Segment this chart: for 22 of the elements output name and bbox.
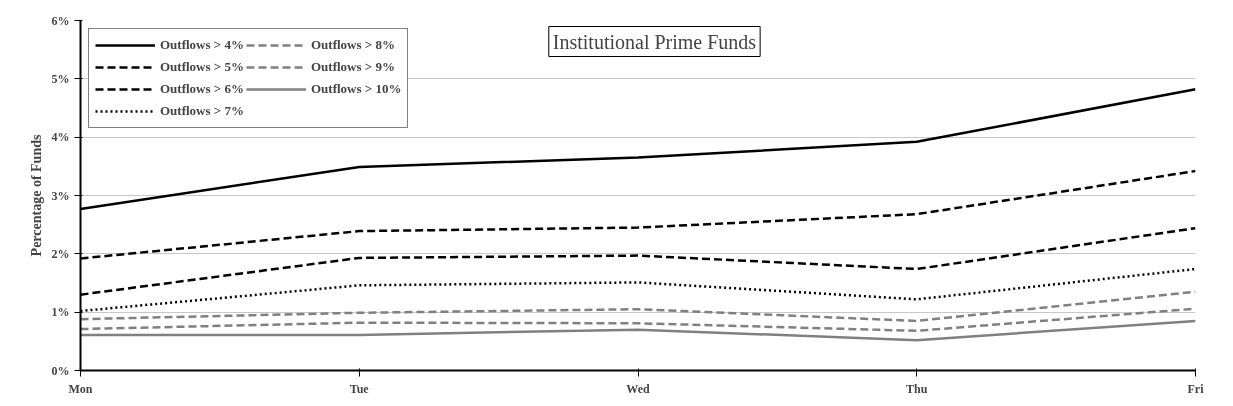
- legend-label: Outflows > 10%: [310, 81, 402, 97]
- legend-label: Outflows > 5%: [160, 59, 244, 75]
- y-tick-label: 4%: [51, 130, 70, 145]
- legend-label: Outflows > 8%: [310, 37, 395, 53]
- y-tick-label: 6%: [51, 13, 70, 28]
- line-series: [80, 319, 1196, 342]
- legend-label: Outflows > 6%: [160, 81, 244, 97]
- legend-label: Outflows > 4%: [160, 37, 244, 53]
- x-tick-label: Mon: [68, 381, 93, 396]
- y-tick-label: 1%: [51, 305, 70, 320]
- legend-label: Outflows > 7%: [160, 103, 244, 119]
- x-tick-label: Tue: [349, 381, 370, 396]
- y-tick-label: 5%: [51, 71, 70, 86]
- x-tick-label: Thu: [906, 381, 928, 396]
- text: Institutional Prime Funds: [552, 30, 757, 53]
- y-tick-label: 2%: [51, 246, 70, 261]
- x-tick-label: Fri: [1187, 381, 1205, 396]
- y-tick-label: 3%: [51, 188, 70, 203]
- legend-label: Outflows > 9%: [310, 59, 395, 75]
- y-tick-label: 0%: [51, 363, 70, 378]
- x-tick-label: Wed: [626, 381, 650, 396]
- y-axis-title: Percentage of Funds: [28, 134, 44, 257]
